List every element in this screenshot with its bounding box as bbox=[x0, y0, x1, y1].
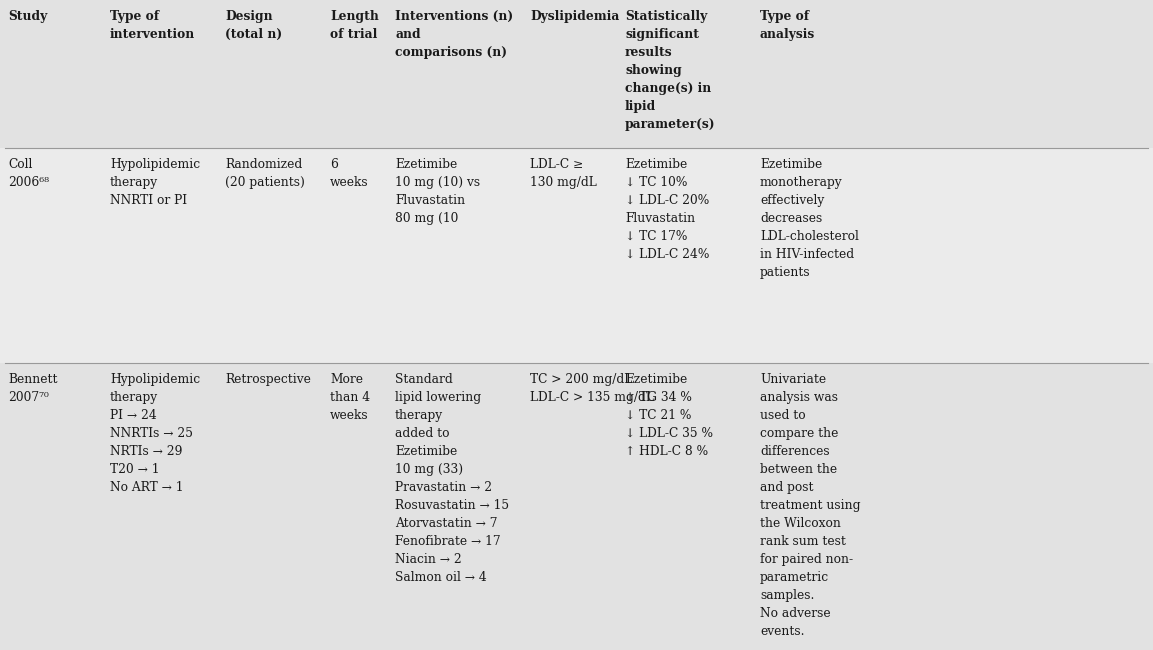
Bar bbox=[0, 0, 1153, 148]
Text: TC > 200 mg/dL
LDL-C > 135 mg/dL: TC > 200 mg/dL LDL-C > 135 mg/dL bbox=[530, 373, 654, 404]
Text: Interventions (n)
and
comparisons (n): Interventions (n) and comparisons (n) bbox=[395, 10, 513, 59]
Text: Ezetimibe
10 mg (10) vs
Fluvastatin
80 mg (10: Ezetimibe 10 mg (10) vs Fluvastatin 80 m… bbox=[395, 158, 480, 225]
Text: Hypolipidemic
therapy
PI → 24
NNRTIs → 25
NRTIs → 29
T20 → 1
No ART → 1: Hypolipidemic therapy PI → 24 NNRTIs → 2… bbox=[110, 373, 201, 494]
Text: Type of
analysis: Type of analysis bbox=[760, 10, 815, 41]
Text: Ezetimibe
monotherapy
effectively
decreases
LDL-cholesterol
in HIV-infected
pati: Ezetimibe monotherapy effectively decrea… bbox=[760, 158, 859, 279]
Text: Bennett
2007⁷⁰: Bennett 2007⁷⁰ bbox=[8, 373, 58, 404]
Bar bbox=[0, 363, 1153, 650]
Text: Length
of trial: Length of trial bbox=[330, 10, 379, 41]
Text: Design
(total n): Design (total n) bbox=[225, 10, 282, 41]
Text: Ezetimibe
↓ TC 10%
↓ LDL-C 20%
Fluvastatin
↓ TC 17%
↓ LDL-C 24%: Ezetimibe ↓ TC 10% ↓ LDL-C 20% Fluvastat… bbox=[625, 158, 709, 261]
Text: LDL-C ≥
130 mg/dL: LDL-C ≥ 130 mg/dL bbox=[530, 158, 597, 189]
Text: Statistically
significant
results
showing
change(s) in
lipid
parameter(s): Statistically significant results showin… bbox=[625, 10, 716, 131]
Text: Randomized
(20 patients): Randomized (20 patients) bbox=[225, 158, 304, 189]
Text: More
than 4
weeks: More than 4 weeks bbox=[330, 373, 370, 422]
Bar bbox=[0, 148, 1153, 363]
Text: Hypolipidemic
therapy
NNRTI or PI: Hypolipidemic therapy NNRTI or PI bbox=[110, 158, 201, 207]
Text: 6
weeks: 6 weeks bbox=[330, 158, 369, 189]
Text: Ezetimibe
↓ TG 34 %
↓ TC 21 %
↓ LDL-C 35 %
↑ HDL-C 8 %: Ezetimibe ↓ TG 34 % ↓ TC 21 % ↓ LDL-C 35… bbox=[625, 373, 713, 458]
Text: Dyslipidemia: Dyslipidemia bbox=[530, 10, 619, 23]
Text: Standard
lipid lowering
therapy
added to
Ezetimibe
10 mg (33)
Pravastatin → 2
Ro: Standard lipid lowering therapy added to… bbox=[395, 373, 510, 584]
Text: Univariate
analysis was
used to
compare the
differences
between the
and post
tre: Univariate analysis was used to compare … bbox=[760, 373, 860, 638]
Text: Coll
2006⁶⁸: Coll 2006⁶⁸ bbox=[8, 158, 50, 189]
Text: Type of
intervention: Type of intervention bbox=[110, 10, 195, 41]
Text: Retrospective: Retrospective bbox=[225, 373, 311, 386]
Text: Study: Study bbox=[8, 10, 47, 23]
